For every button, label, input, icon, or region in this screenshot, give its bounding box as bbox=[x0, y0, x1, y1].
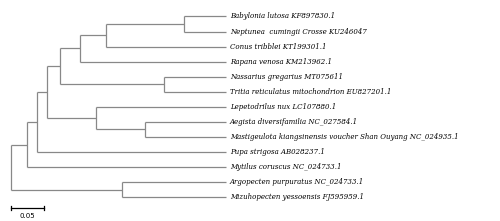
Text: Pupa strigosa AB028237.1: Pupa strigosa AB028237.1 bbox=[230, 148, 324, 156]
Text: Argopecten purpuratus NC_024733.1: Argopecten purpuratus NC_024733.1 bbox=[230, 178, 364, 186]
Text: 0.05: 0.05 bbox=[20, 213, 36, 219]
Text: Conus tribblei KT199301.1: Conus tribblei KT199301.1 bbox=[230, 43, 326, 51]
Text: Aegista diversifamilia NC_027584.1: Aegista diversifamilia NC_027584.1 bbox=[230, 118, 358, 126]
Text: Mizuhopecten yessoensis FJ595959.1: Mizuhopecten yessoensis FJ595959.1 bbox=[230, 193, 364, 201]
Text: Neptunea  cumingii Crosse KU246047: Neptunea cumingii Crosse KU246047 bbox=[230, 28, 366, 36]
Text: Nassarius gregarius MT075611: Nassarius gregarius MT075611 bbox=[230, 73, 342, 81]
Text: Babylonia lutosa KF897830.1: Babylonia lutosa KF897830.1 bbox=[230, 12, 335, 21]
Text: Tritia reticulatus mitochondrion EU827201.1: Tritia reticulatus mitochondrion EU82720… bbox=[230, 88, 391, 96]
Text: Lepetodrilus nux LC107880.1: Lepetodrilus nux LC107880.1 bbox=[230, 103, 336, 111]
Text: Mastigeulota kiangsinensis voucher Shan Ouyang NC_024935.1: Mastigeulota kiangsinensis voucher Shan … bbox=[230, 133, 458, 141]
Text: Mytilus coruscus NC_024733.1: Mytilus coruscus NC_024733.1 bbox=[230, 163, 341, 171]
Text: Rapana venosa KM213962.1: Rapana venosa KM213962.1 bbox=[230, 58, 332, 66]
